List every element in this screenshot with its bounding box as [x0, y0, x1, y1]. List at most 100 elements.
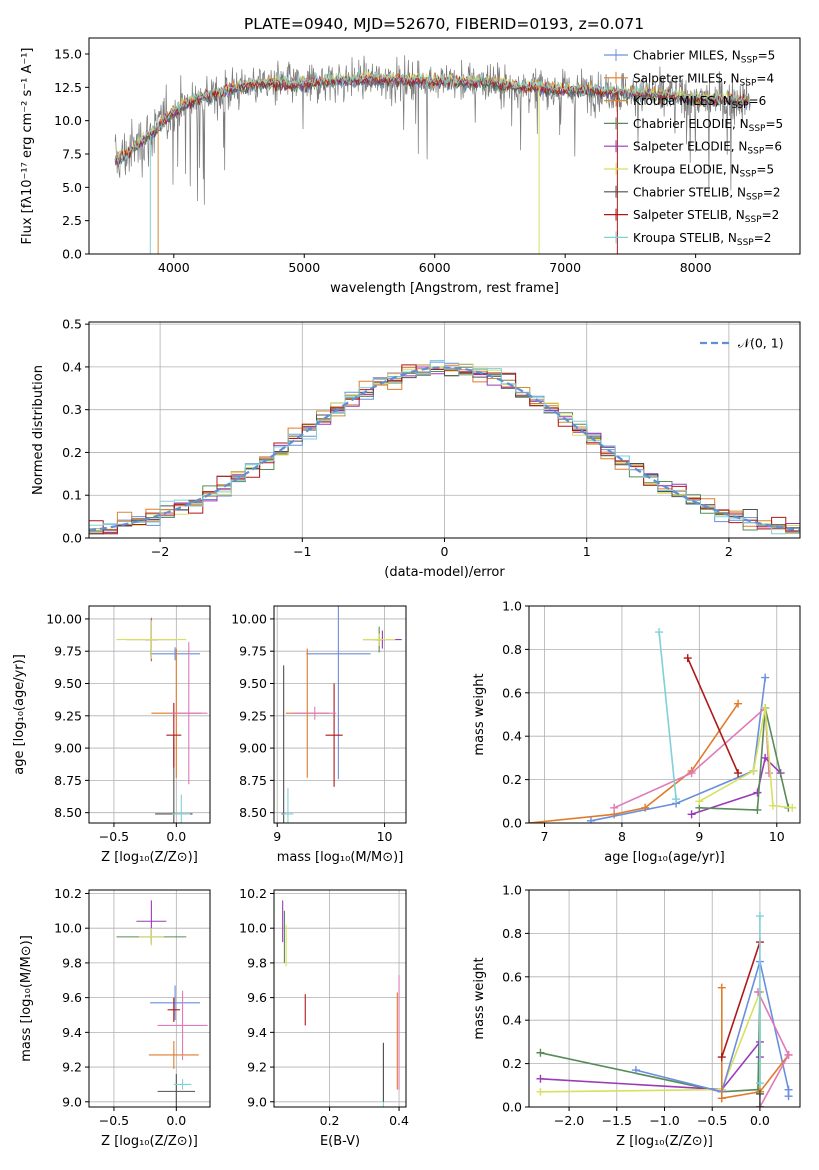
- weight-marker: [536, 1074, 545, 1083]
- errorbar-point: [167, 997, 181, 1022]
- x-tick-label: 10: [377, 829, 393, 844]
- y-tick-label: 9.8: [62, 955, 82, 970]
- weight-marker: [717, 1094, 726, 1103]
- y-tick-label: 5.0: [62, 180, 82, 195]
- x-tick-label: −2: [151, 544, 169, 559]
- x-tick-label: 8000: [680, 260, 712, 275]
- weight-marker: [695, 797, 704, 806]
- weight-line: [658, 631, 677, 800]
- y-tick-label: 0.2: [62, 445, 82, 460]
- x-tick-label: 9: [695, 829, 703, 844]
- panel-age-vs-mass: 9 10 8.50 8.75 9.00 9.25 9.50 9.75 10.00 mass [lo…: [231, 605, 407, 865]
- legend-entry: Kroupa MILES, NSSP=6: [633, 94, 766, 111]
- weight-marker: [765, 769, 774, 778]
- axes-frame: [88, 889, 211, 1108]
- axes-frame: [273, 605, 407, 824]
- plot-area: [116, 617, 208, 823]
- weight-marker: [755, 1089, 764, 1098]
- x-tick-label: −2.0: [554, 1113, 584, 1128]
- panel-age-vs-Z: −0.5 0.0 8.50 8.75 9.00 9.25 9.50 9.75 10.00 Z [l…: [12, 605, 211, 865]
- weight-marker: [734, 769, 743, 778]
- y-tick-label: 9.00: [54, 741, 82, 756]
- legend-entry: Kroupa ELODIE, NSSP=5: [633, 163, 774, 180]
- y-axis-label: mass weight: [472, 957, 487, 1039]
- y-tick-label: 9.25: [54, 708, 82, 723]
- y-tick-label: 10.0: [239, 921, 267, 936]
- figure-title: PLATE=0940, MJD=52670, FIBERID=0193, z=0…: [244, 15, 644, 33]
- weight-marker: [672, 795, 681, 804]
- x-tick-label: 0.0: [166, 829, 186, 844]
- errorbar-point: [138, 928, 164, 946]
- panel-mass-vs-EBV: 0.2 0.4 9.0 9.2 9.4 9.6 9.8 10.0 10.2 E(B-V): [239, 886, 409, 1149]
- errorbar-point: [116, 620, 187, 659]
- weight-marker: [755, 1079, 764, 1088]
- errorbar-point: [148, 1041, 199, 1069]
- weight-marker: [536, 1048, 545, 1057]
- x-tick-label: 0.2: [320, 1113, 340, 1128]
- x-tick-label: 4000: [158, 260, 190, 275]
- axes-frame: [88, 37, 801, 255]
- panel-weight-vs-age: 7 8 9 10 0.0 0.2 0.4 0.6 0.8 1.0 age [log₁₀(age/yr…: [472, 599, 801, 865]
- weight-marker: [631, 1066, 640, 1075]
- y-tick-label: 8.50: [54, 805, 82, 820]
- plot-area: [114, 55, 751, 254]
- errorbar-point: [306, 606, 371, 780]
- y-tick-label: 0.4: [62, 359, 82, 374]
- weight-marker: [610, 803, 619, 812]
- y-tick-label: 10.2: [54, 886, 82, 901]
- plot-area: [282, 900, 400, 1107]
- weight-line: [698, 707, 793, 809]
- weight-marker: [683, 654, 692, 663]
- y-tick-label: 10.2: [239, 886, 267, 901]
- y-axis-label: Flux [fλ10⁻¹⁷ erg cm⁻² s⁻¹ A⁻¹]: [20, 48, 35, 245]
- errorbar-point: [157, 990, 208, 1061]
- weight-marker: [761, 753, 770, 762]
- weight-line: [540, 1039, 761, 1091]
- y-tick-label: 9.6: [62, 990, 82, 1005]
- weight-marker: [749, 766, 758, 775]
- legend-entry: Chabrier MILES, NSSP=5: [633, 49, 775, 66]
- x-axis-label: mass [log₁₀(M/M⊙)]: [277, 850, 404, 865]
- y-tick-label: 9.4: [247, 1025, 267, 1040]
- legend-entry: 𝒩(0, 1): [738, 336, 784, 351]
- weight-marker: [753, 805, 762, 814]
- normal-curve: [89, 366, 800, 532]
- y-tick-label: 8.75: [54, 773, 82, 788]
- plot-area: [281, 606, 402, 823]
- x-tick-label: 7000: [549, 260, 581, 275]
- x-axis-label: Z [log₁₀(Z/Z⊙)]: [616, 1134, 713, 1149]
- weight-line: [721, 987, 790, 1100]
- errorbar-point: [150, 647, 201, 661]
- plot-area: [529, 628, 797, 823]
- x-tick-label: 10: [769, 829, 785, 844]
- errorbar-point: [166, 702, 182, 768]
- y-tick-label: 9.00: [239, 741, 267, 756]
- x-tick-label: 0.0: [166, 1113, 186, 1128]
- weight-marker: [768, 801, 777, 810]
- errorbar-point: [173, 1079, 192, 1090]
- weight-line: [590, 677, 766, 822]
- x-tick-label: −0.5: [99, 829, 129, 844]
- x-tick-label: 2: [725, 544, 733, 559]
- plot-area: [536, 912, 793, 1107]
- axes-frame: [273, 889, 407, 1108]
- legend-entry: Salpeter MILES, NSSP=4: [633, 71, 774, 88]
- errorbar-point: [282, 788, 294, 823]
- y-tick-label: 9.25: [239, 708, 267, 723]
- weight-marker: [717, 983, 726, 992]
- y-tick-label: 0.1: [62, 488, 82, 503]
- y-tick-label: 0.2: [502, 772, 522, 787]
- weight-marker: [586, 816, 595, 823]
- weight-marker: [755, 1103, 764, 1107]
- y-tick-label: 0.5: [62, 317, 82, 332]
- plot-area: [116, 900, 208, 1107]
- y-tick-label: 1.0: [502, 599, 522, 614]
- errorbar-point: [363, 633, 396, 647]
- weight-line: [613, 706, 770, 809]
- x-tick-label: 0.0: [750, 1113, 770, 1128]
- panel-mass-vs-Z: −0.5 0.0 9.0 9.2 9.4 9.6 9.8 10.0 10.2 Z [log₁₀(Z…: [19, 886, 211, 1149]
- weight-marker: [755, 912, 764, 921]
- x-tick-label: −0.5: [697, 1113, 727, 1128]
- y-tick-label: 9.0: [62, 1094, 82, 1109]
- y-tick-label: 0.2: [502, 1056, 522, 1071]
